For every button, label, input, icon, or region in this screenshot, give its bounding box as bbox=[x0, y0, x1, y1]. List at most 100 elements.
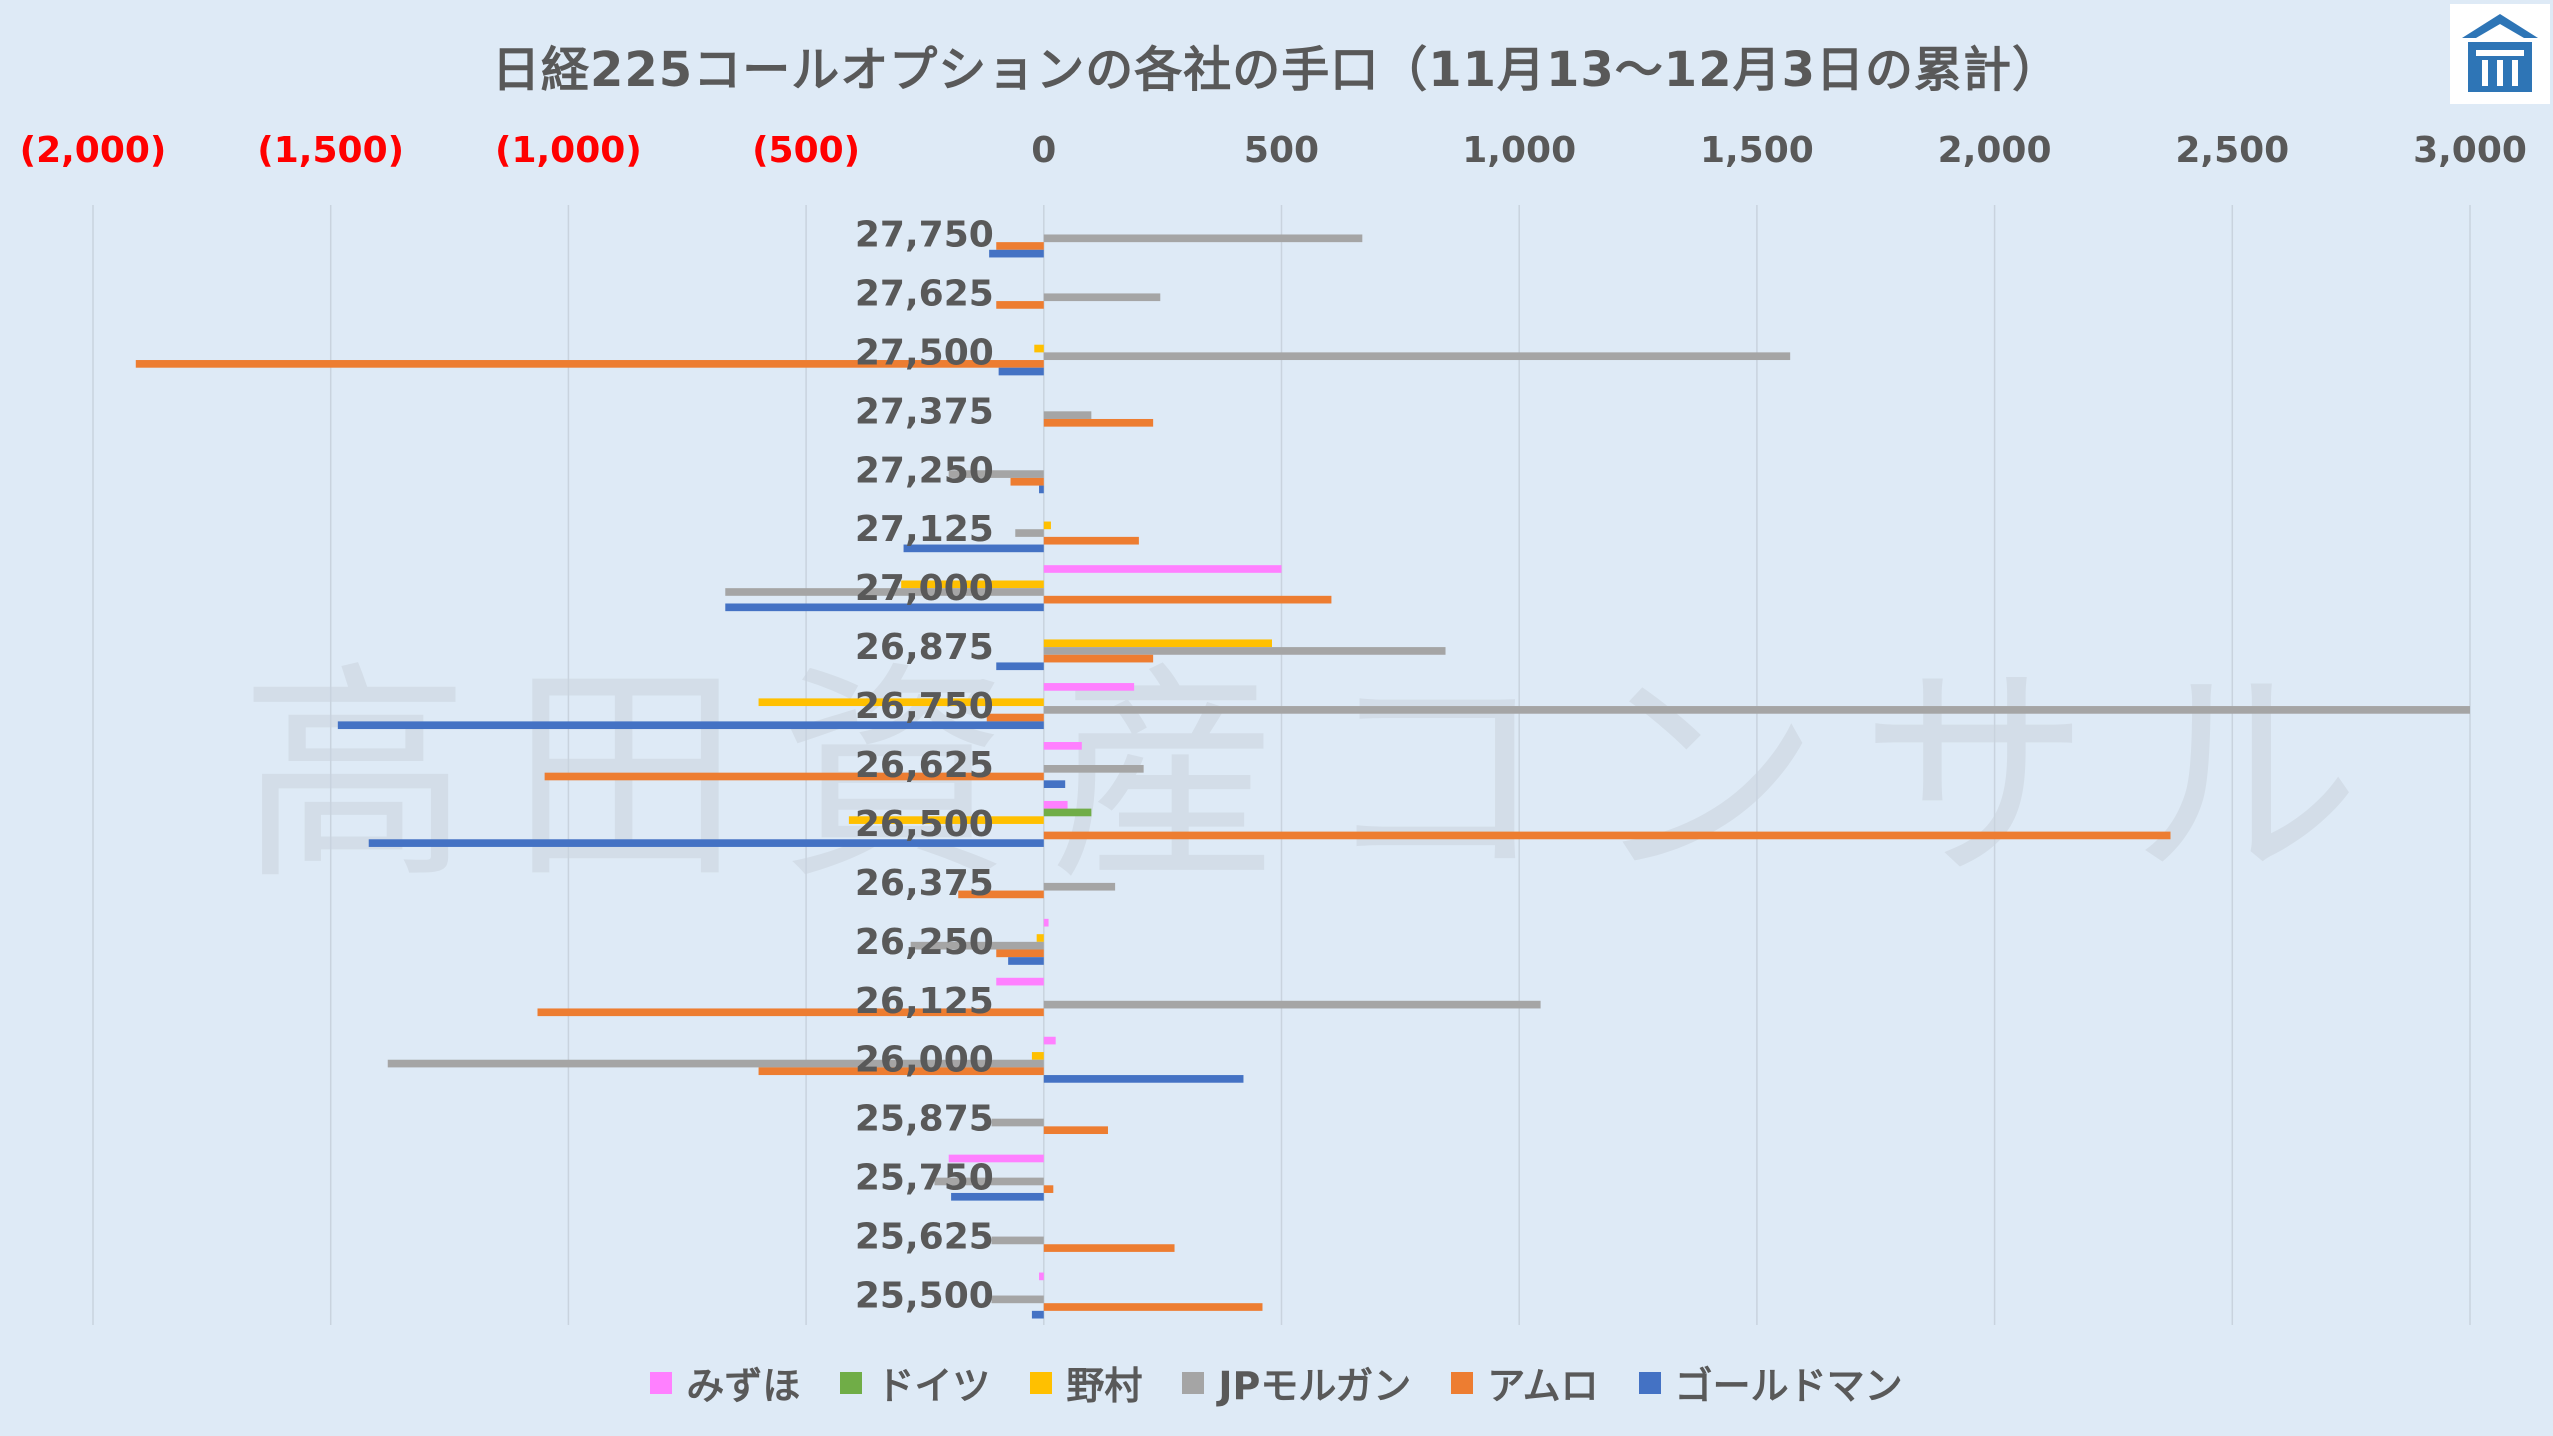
bar bbox=[725, 603, 1044, 612]
bar bbox=[958, 890, 1044, 899]
bar bbox=[1043, 1185, 1054, 1193]
legend-swatch bbox=[840, 1371, 863, 1394]
bar bbox=[1010, 477, 1044, 486]
legend-item: ゴールドマン bbox=[1638, 1355, 1903, 1410]
bar bbox=[1043, 683, 1135, 691]
bar bbox=[901, 580, 1044, 589]
bar bbox=[1043, 1303, 1263, 1311]
bar bbox=[1043, 1036, 1056, 1045]
legend-item: アムロ bbox=[1451, 1355, 1599, 1410]
x-tick-label: (1,500) bbox=[257, 130, 404, 171]
bar bbox=[1031, 1310, 1044, 1319]
bar bbox=[1043, 1000, 1541, 1009]
x-tick-label: (1,000) bbox=[495, 130, 642, 171]
x-tick-label: (500) bbox=[752, 130, 860, 171]
x-tick-label: 2,000 bbox=[1938, 130, 2052, 171]
y-tick-label: 26,000 bbox=[855, 1040, 994, 1081]
legend-swatch bbox=[1638, 1371, 1661, 1394]
bar bbox=[1043, 742, 1082, 750]
bar bbox=[1043, 639, 1272, 648]
y-tick-label: 27,125 bbox=[855, 509, 994, 550]
bar bbox=[934, 1177, 1044, 1186]
bar bbox=[1034, 344, 1044, 353]
bar bbox=[1039, 485, 1044, 494]
bar bbox=[368, 839, 1044, 847]
y-tick-label: 26,375 bbox=[855, 863, 994, 904]
legend-label: JPモルガン bbox=[1218, 1364, 1412, 1408]
bar bbox=[135, 360, 1044, 368]
bar bbox=[1043, 765, 1144, 773]
y-tick-label: 25,625 bbox=[855, 1217, 994, 1258]
bar bbox=[1043, 800, 1068, 809]
bar bbox=[1043, 647, 1446, 655]
x-tick-label: 1,500 bbox=[1700, 130, 1814, 171]
bar bbox=[725, 588, 1044, 596]
legend-swatch bbox=[1451, 1371, 1474, 1394]
y-tick-label: 26,875 bbox=[855, 627, 994, 668]
y-tick-label: 27,500 bbox=[855, 332, 994, 373]
bar bbox=[758, 1067, 1044, 1076]
legend-swatch bbox=[650, 1371, 673, 1394]
legend-swatch bbox=[1182, 1371, 1205, 1394]
bar bbox=[337, 721, 1044, 730]
bar bbox=[991, 1118, 1044, 1127]
legend-item: ドイツ bbox=[840, 1355, 990, 1410]
bar bbox=[948, 470, 1044, 478]
bar bbox=[1043, 706, 2470, 714]
y-tick-label: 27,250 bbox=[855, 450, 994, 491]
bar bbox=[910, 941, 1044, 950]
y-tick-label: 27,625 bbox=[855, 273, 994, 314]
x-tick-label: 500 bbox=[1244, 130, 1319, 171]
bar bbox=[387, 1059, 1044, 1068]
bar bbox=[998, 367, 1044, 376]
bar bbox=[996, 662, 1044, 671]
bar bbox=[1039, 1272, 1044, 1281]
y-tick-label: 26,625 bbox=[855, 745, 994, 786]
x-tick-label: 2,500 bbox=[2175, 130, 2289, 171]
bar bbox=[1043, 1075, 1244, 1083]
legend-item: JPモルガン bbox=[1182, 1355, 1411, 1410]
bar bbox=[1036, 934, 1044, 942]
bar bbox=[996, 242, 1044, 250]
y-tick-label: 25,500 bbox=[855, 1276, 994, 1317]
y-tick-label: 27,375 bbox=[855, 391, 994, 432]
bar bbox=[1043, 595, 1332, 604]
y-tick-label: 25,875 bbox=[855, 1099, 994, 1140]
bar bbox=[996, 301, 1044, 309]
bar bbox=[1043, 831, 2171, 840]
bar bbox=[1043, 808, 1092, 817]
bar bbox=[996, 977, 1044, 986]
y-tick-label: 27,000 bbox=[855, 568, 994, 609]
bar bbox=[986, 713, 1044, 722]
y-tick-label: 26,750 bbox=[855, 686, 994, 727]
bar bbox=[948, 1154, 1044, 1163]
bar bbox=[1015, 529, 1044, 537]
x-tick-label: 1,000 bbox=[1462, 130, 1576, 171]
bar bbox=[1043, 411, 1092, 419]
bar bbox=[1043, 293, 1161, 302]
bar bbox=[903, 544, 1044, 553]
bar bbox=[1043, 918, 1049, 927]
bar bbox=[1031, 1052, 1044, 1060]
legend-label: 野村 bbox=[1066, 1364, 1143, 1408]
bar bbox=[1043, 654, 1154, 663]
bar bbox=[991, 1295, 1044, 1304]
bar bbox=[1043, 882, 1116, 891]
bar bbox=[1043, 536, 1139, 545]
legend-label: ゴールドマン bbox=[1674, 1364, 1903, 1408]
takada-logo-icon bbox=[2450, 4, 2550, 104]
y-tick-label: 26,125 bbox=[855, 981, 994, 1022]
bar bbox=[848, 816, 1044, 824]
x-tick-label: 0 bbox=[1031, 130, 1056, 171]
bar bbox=[951, 1192, 1044, 1201]
bar bbox=[996, 949, 1044, 958]
bar bbox=[1043, 418, 1154, 427]
x-tick-label: 3,000 bbox=[2413, 130, 2527, 171]
y-tick-label: 26,500 bbox=[855, 804, 994, 845]
y-tick-label: 27,750 bbox=[855, 214, 994, 255]
bar bbox=[1008, 957, 1044, 965]
legend-label: アムロ bbox=[1487, 1364, 1599, 1408]
bar bbox=[537, 1008, 1044, 1017]
bar bbox=[1043, 1126, 1108, 1135]
